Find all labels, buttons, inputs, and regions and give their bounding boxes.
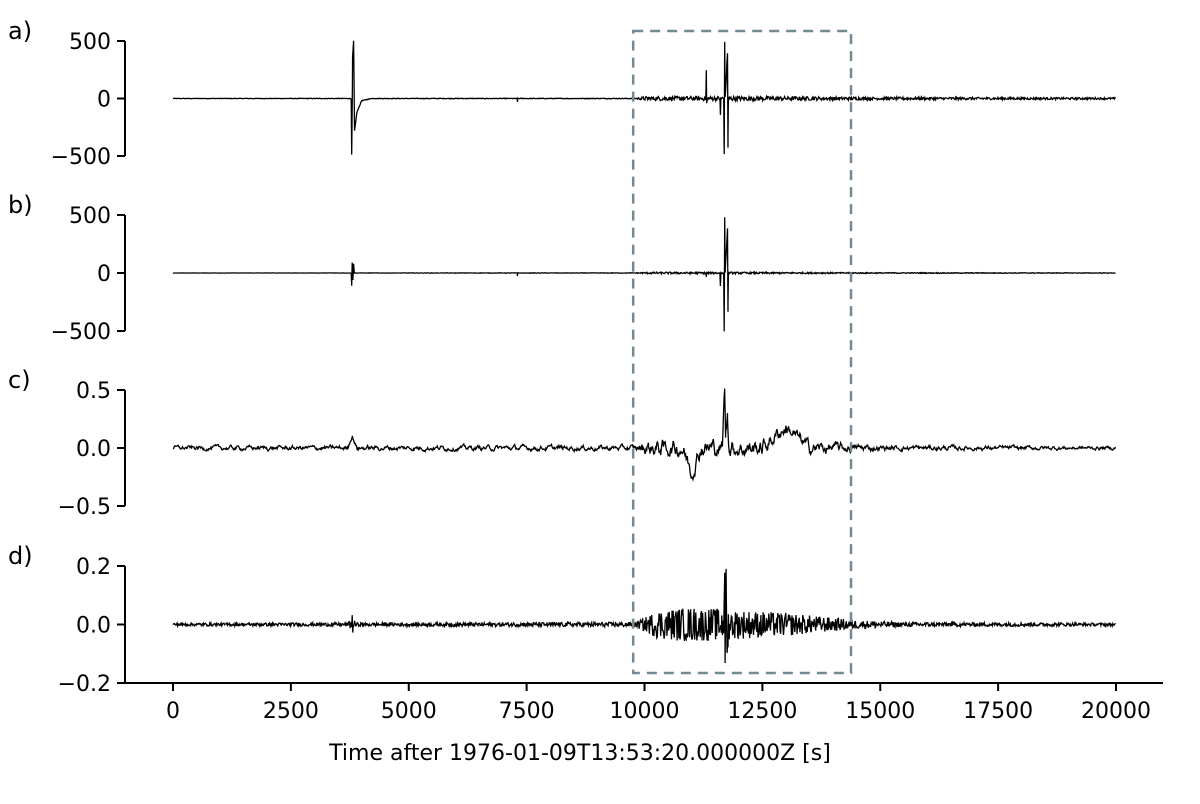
y-tick-label: 0.0 [76,614,111,639]
x-axis: 0 2500 5000 7500 10000 12500 15000 17500 20000 [125,682,1163,724]
panel-c: −0.5 0.0 0.5 c) [8,366,1117,520]
y-tick-label: −500 [51,145,111,170]
y-tick-label: 0 [97,88,111,113]
panel-d: −0.2 0.0 0.2 d) [8,542,1116,697]
y-tick-label: −0.5 [58,495,111,520]
y-tick-label: 0.2 [76,555,111,580]
highlight-box [631,29,853,675]
panel-label: d) [8,542,33,570]
y-tick-label: −0.2 [58,672,111,697]
x-tick-label: 0 [166,699,180,724]
panel-label: b) [8,191,33,219]
y-tick-label: 0.0 [76,437,111,462]
x-tick-label: 2500 [263,699,319,724]
x-tick-label: 15000 [845,699,915,724]
y-tick-label: 500 [69,30,111,55]
x-tick-label: 12500 [727,699,797,724]
waveform-trace [172,388,1117,482]
waveform-trace [172,568,1116,664]
waveform-trace [172,40,1116,155]
y-tick-label: −500 [51,320,111,345]
x-tick-label: 17500 [963,699,1033,724]
y-tick-label: 500 [69,204,111,229]
panel-label: a) [8,17,32,45]
x-tick-label: 10000 [610,699,680,724]
x-tick-label: 5000 [381,699,437,724]
x-tick-label: 7500 [499,699,555,724]
panel-a: −500 0 500 a) [8,17,1116,170]
y-tick-label: 0.5 [76,379,111,404]
panel-label: c) [8,366,31,394]
panel-b: −500 0 500 b) [8,191,1116,345]
waveform-trace [172,217,1116,332]
x-axis-label: Time after 1976-01-09T13:53:20.000000Z [… [328,741,831,766]
y-tick-label: 0 [97,262,111,287]
x-tick-label: 20000 [1081,699,1151,724]
